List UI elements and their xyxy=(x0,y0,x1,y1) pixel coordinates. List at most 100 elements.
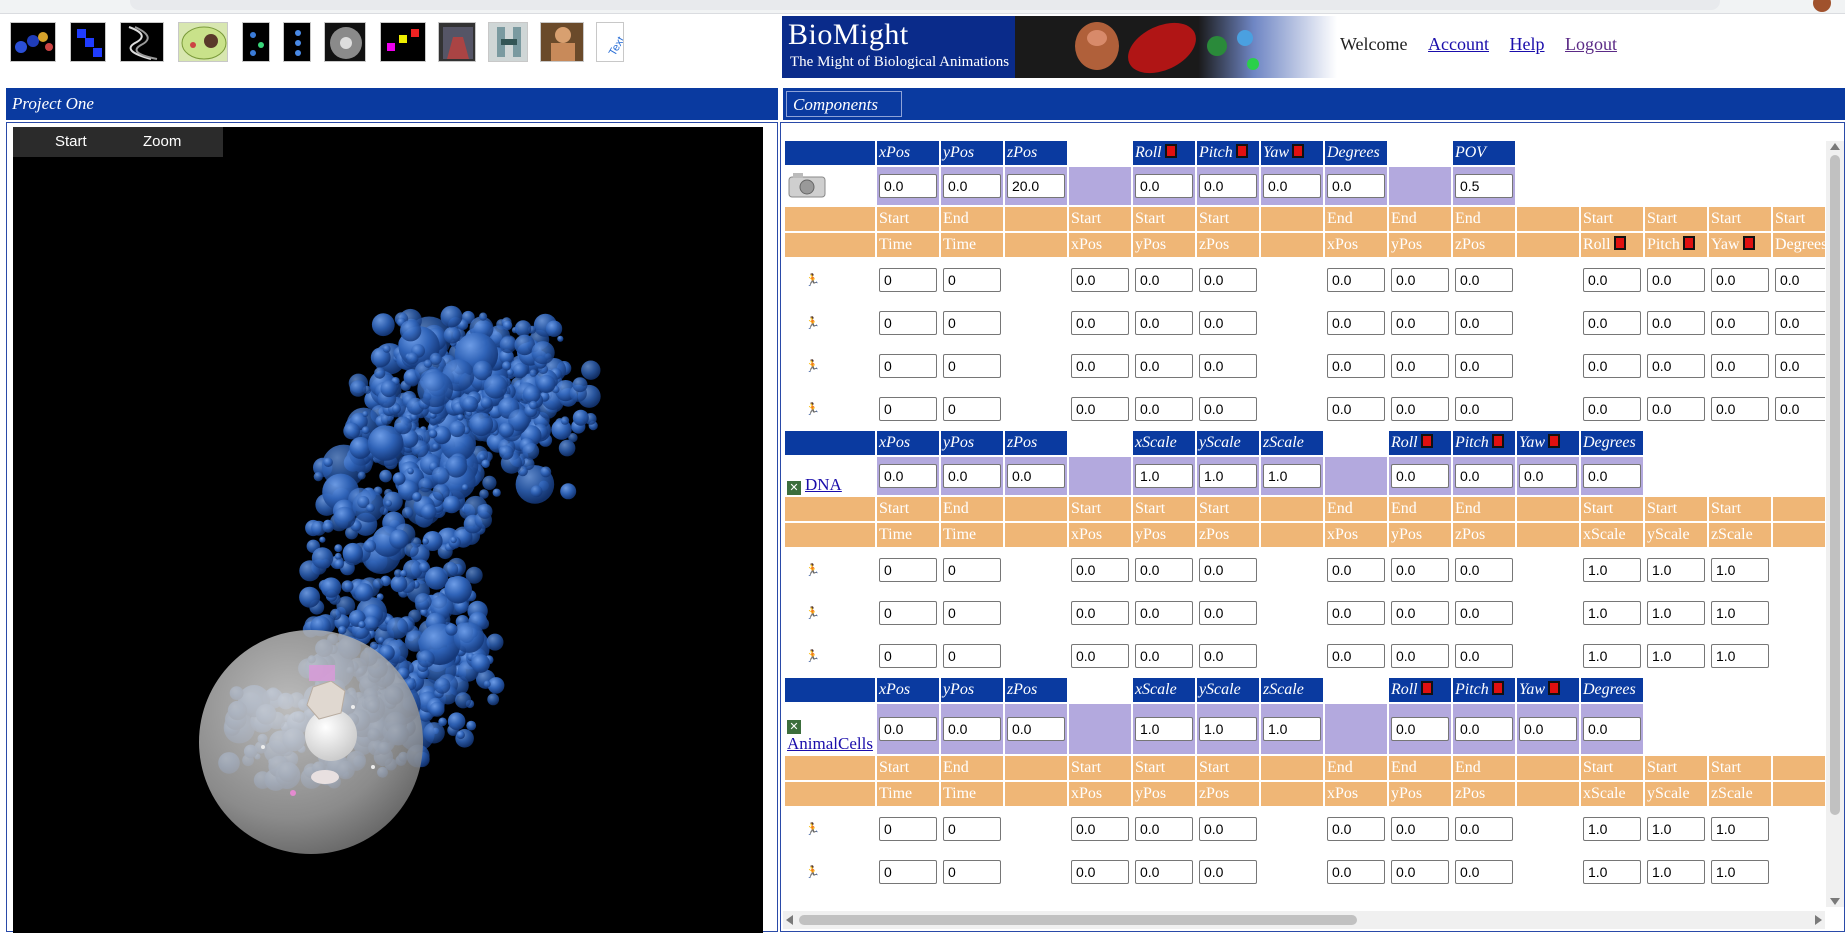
scroll-up-icon[interactable] xyxy=(1830,143,1840,150)
keyframe-input[interactable] xyxy=(1710,353,1769,378)
value-input[interactable] xyxy=(1134,174,1193,198)
value-input[interactable] xyxy=(1006,717,1065,741)
value-input[interactable] xyxy=(1262,717,1321,741)
blocks-icon[interactable] xyxy=(380,22,426,62)
keyframe-input[interactable] xyxy=(1390,353,1449,378)
keyframe-input[interactable] xyxy=(878,816,937,841)
value-input[interactable] xyxy=(1134,717,1193,741)
keyframe-input[interactable] xyxy=(1134,310,1193,335)
keyframe-input[interactable] xyxy=(1326,859,1385,884)
keyframe-input[interactable] xyxy=(1134,643,1193,668)
keyframe-input[interactable] xyxy=(1454,643,1513,668)
keyframe-input[interactable] xyxy=(1390,600,1449,625)
keyframe-input[interactable] xyxy=(1646,396,1705,421)
keyframe-input[interactable] xyxy=(1198,557,1257,582)
keyframe-input[interactable] xyxy=(1646,557,1705,582)
keyframe-input[interactable] xyxy=(942,267,1001,292)
keyframe-input[interactable] xyxy=(1070,557,1129,582)
keyframe-input[interactable] xyxy=(1070,353,1129,378)
keyframe-input[interactable] xyxy=(1710,557,1769,582)
keyframe-input[interactable] xyxy=(1070,396,1129,421)
value-input[interactable] xyxy=(1198,717,1257,741)
keyframe-input[interactable] xyxy=(942,859,1001,884)
value-input[interactable] xyxy=(1198,174,1257,198)
value-input[interactable] xyxy=(1454,174,1513,198)
keyframe-input[interactable] xyxy=(1774,353,1825,378)
keyframe-input[interactable] xyxy=(1198,859,1257,884)
keyframe-input[interactable] xyxy=(1646,267,1705,292)
value-input[interactable] xyxy=(1262,464,1321,488)
keyframe-runner-icon[interactable]: 🏃 xyxy=(805,358,820,373)
account-link[interactable]: Account xyxy=(1428,34,1490,54)
keyframe-runner-icon[interactable]: 🏃 xyxy=(805,401,820,416)
keyframe-input[interactable] xyxy=(1774,310,1825,335)
keyframe-input[interactable] xyxy=(1198,816,1257,841)
value-input[interactable] xyxy=(1198,464,1257,488)
value-input[interactable] xyxy=(942,174,1001,198)
keyframe-input[interactable] xyxy=(1710,396,1769,421)
keyframe-input[interactable] xyxy=(1198,396,1257,421)
keyframe-input[interactable] xyxy=(1646,310,1705,335)
keyframe-input[interactable] xyxy=(942,557,1001,582)
keyframe-input[interactable] xyxy=(1326,557,1385,582)
value-input[interactable] xyxy=(878,464,937,488)
keyframe-input[interactable] xyxy=(1198,310,1257,335)
horizontal-scrollbar[interactable] xyxy=(783,911,1825,929)
visibility-toggle-icon[interactable]: ✕ xyxy=(787,720,801,734)
keyframe-input[interactable] xyxy=(1454,557,1513,582)
skeleton-icon[interactable] xyxy=(488,22,528,62)
keyframe-input[interactable] xyxy=(878,557,937,582)
keyframe-input[interactable] xyxy=(1326,816,1385,841)
keyframe-input[interactable] xyxy=(1326,396,1385,421)
value-input[interactable] xyxy=(1134,464,1193,488)
keyframe-input[interactable] xyxy=(1134,267,1193,292)
keyframe-input[interactable] xyxy=(1198,267,1257,292)
keyframe-input[interactable] xyxy=(1454,600,1513,625)
keyframe-runner-icon[interactable]: 🏃 xyxy=(805,272,820,287)
keyframe-input[interactable] xyxy=(1710,816,1769,841)
keyframe-input[interactable] xyxy=(1646,643,1705,668)
keyframe-input[interactable] xyxy=(1070,816,1129,841)
vertical-scroll-thumb[interactable] xyxy=(1830,155,1840,815)
keyframe-input[interactable] xyxy=(1134,816,1193,841)
scroll-left-icon[interactable] xyxy=(786,915,793,925)
value-input[interactable] xyxy=(1582,464,1641,488)
keyframe-input[interactable] xyxy=(942,396,1001,421)
keyframe-input[interactable] xyxy=(1774,267,1825,292)
keyframe-input[interactable] xyxy=(1134,396,1193,421)
keyframe-input[interactable] xyxy=(1390,816,1449,841)
keyframe-input[interactable] xyxy=(878,600,937,625)
start-button[interactable]: Start xyxy=(55,133,87,150)
value-input[interactable] xyxy=(1006,464,1065,488)
keyframe-runner-icon[interactable]: 🏃 xyxy=(805,648,820,663)
value-input[interactable] xyxy=(1518,464,1577,488)
figure-icon[interactable] xyxy=(438,22,476,62)
keyframe-input[interactable] xyxy=(1198,353,1257,378)
value-input[interactable] xyxy=(942,717,1001,741)
keyframe-input[interactable] xyxy=(1454,816,1513,841)
keyframe-input[interactable] xyxy=(1582,859,1641,884)
keyframe-input[interactable] xyxy=(1582,643,1641,668)
keyframe-input[interactable] xyxy=(1070,310,1129,335)
keyframe-input[interactable] xyxy=(1326,267,1385,292)
value-input[interactable] xyxy=(1390,717,1449,741)
value-input[interactable] xyxy=(1262,174,1321,198)
vertical-scrollbar[interactable] xyxy=(1826,141,1844,907)
logout-link[interactable]: Logout xyxy=(1565,34,1618,54)
value-input[interactable] xyxy=(878,717,937,741)
value-input[interactable] xyxy=(1582,717,1641,741)
keyframe-input[interactable] xyxy=(1326,310,1385,335)
keyframe-input[interactable] xyxy=(1326,353,1385,378)
keyframe-input[interactable] xyxy=(1454,859,1513,884)
value-input[interactable] xyxy=(1390,464,1449,488)
keyframe-input[interactable] xyxy=(942,310,1001,335)
value-input[interactable] xyxy=(1326,174,1385,198)
keyframe-input[interactable] xyxy=(878,310,937,335)
keyframe-input[interactable] xyxy=(1390,310,1449,335)
keyframe-input[interactable] xyxy=(1710,643,1769,668)
keyframe-input[interactable] xyxy=(1582,600,1641,625)
zoom-button[interactable]: Zoom xyxy=(143,133,182,150)
chain-icon[interactable] xyxy=(70,22,106,62)
person-icon[interactable] xyxy=(540,22,584,62)
value-input[interactable] xyxy=(942,464,1001,488)
